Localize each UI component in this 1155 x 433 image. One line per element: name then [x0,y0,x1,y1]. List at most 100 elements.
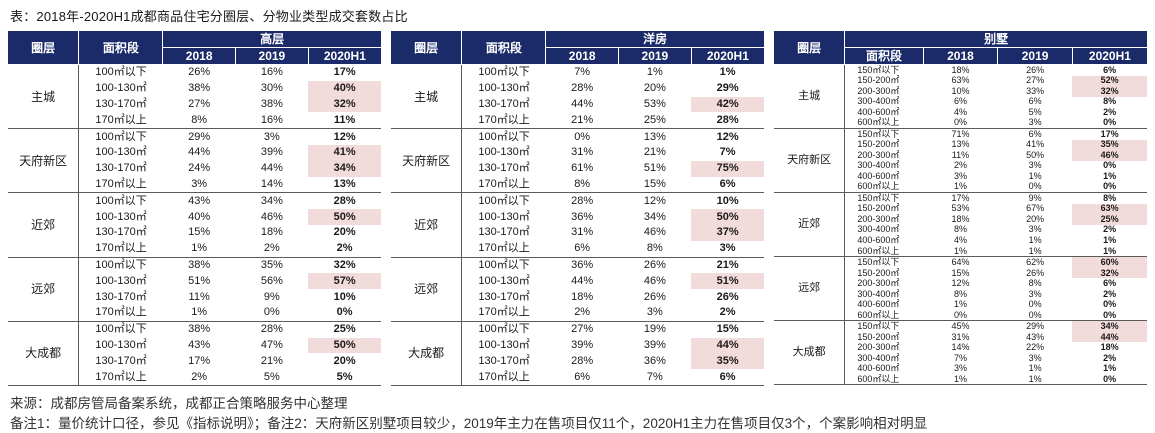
value-2018: 17% [163,353,236,369]
value-2018: 18% [923,214,998,225]
circle-label: 天府新区 [391,129,462,193]
value-2020h1: 0% [308,305,381,321]
area-segment: 100㎡以下 [462,193,546,209]
area-segment: 100㎡以下 [79,193,163,209]
value-2019: 5% [236,369,309,385]
circle-label: 远郊 [391,257,462,321]
value-2019: 33% [998,86,1073,97]
value-2020h1: 26% [691,289,764,305]
area-segment: 150-200㎡ [845,268,923,279]
circle-label: 远郊 [8,257,79,321]
value-2019: 36% [619,353,692,369]
area-segment: 300-400㎡ [845,353,923,364]
col-header-year: 2018 [546,48,619,65]
value-2019: 46% [236,209,309,225]
value-2018: 1% [923,374,998,385]
area-segment: 100㎡以下 [462,257,546,273]
col-header-year: 2018 [923,48,998,65]
value-2019: 25% [619,112,692,128]
value-2020h1: 20% [308,225,381,241]
value-2020h1: 1% [1072,363,1147,374]
circle-label: 近郊 [8,193,79,257]
value-2018: 0% [923,310,998,321]
figure-title: 表：2018年-2020H1成都商品住宅分圈层、分物业类型成交套数占比 [8,3,1147,31]
area-segment: 170㎡以上 [79,177,163,193]
value-2020h1: 28% [691,112,764,128]
value-2020h1: 0% [1072,161,1147,172]
value-2018: 38% [163,81,236,97]
value-2019: 47% [236,338,309,354]
area-segment: 300-400㎡ [845,161,923,172]
area-segment: 200-300㎡ [845,342,923,353]
value-2018: 6% [923,97,998,108]
area-segment: 100㎡以下 [462,129,546,145]
value-2020h1: 6% [1072,278,1147,289]
value-2019: 46% [619,273,692,289]
area-segment: 170㎡以上 [462,112,546,128]
value-2020h1: 1% [1072,246,1147,257]
area-segment: 300-400㎡ [845,97,923,108]
value-2018: 27% [546,321,619,337]
area-segment: 170㎡以上 [79,369,163,385]
area-segment: 150-200㎡ [845,204,923,215]
value-2018: 17% [923,193,998,204]
value-2018: 1% [163,305,236,321]
value-2020h1: 35% [1072,140,1147,151]
value-2020h1: 32% [308,257,381,273]
value-2020h1: 32% [308,97,381,113]
value-2019: 16% [236,65,309,81]
value-2019: 35% [236,257,309,273]
value-2020h1: 12% [691,129,764,145]
value-2020h1: 2% [1072,107,1147,118]
value-2019: 1% [619,65,692,81]
value-2019: 8% [619,241,692,257]
property-type-header: 洋房 [546,31,764,48]
value-2018: 27% [163,97,236,113]
value-2019: 46% [619,225,692,241]
value-2019: 0% [236,305,309,321]
circle-label: 天府新区 [774,129,845,193]
value-2019: 29% [998,321,1073,332]
value-2018: 1% [923,182,998,193]
value-2018: 8% [923,289,998,300]
value-2018: 36% [546,257,619,273]
value-2019: 30% [236,81,309,97]
value-2020h1: 28% [308,193,381,209]
area-segment: 600㎡以上 [845,182,923,193]
value-2019: 1% [998,246,1073,257]
value-2018: 53% [923,204,998,215]
value-2018: 4% [923,235,998,246]
area-segment: 100-130㎡ [79,145,163,161]
value-2020h1: 46% [1072,150,1147,161]
figure-footer: 来源：成都房管局备案系统，成都正合策略服务中心整理 备注1：量价统计口径，参见《… [8,386,1147,433]
area-segment: 200-300㎡ [845,278,923,289]
value-2018: 51% [163,273,236,289]
value-2019: 9% [998,193,1073,204]
value-2020h1: 37% [691,225,764,241]
value-2018: 44% [546,273,619,289]
value-2019: 27% [998,76,1073,87]
value-2018: 8% [163,112,236,128]
area-segment: 130-170㎡ [462,97,546,113]
value-2020h1: 1% [1072,171,1147,182]
value-2019: 26% [998,65,1073,76]
circle-label: 远郊 [774,257,845,321]
value-2019: 3% [998,118,1073,129]
value-2018: 36% [546,209,619,225]
value-2020h1: 25% [1072,214,1147,225]
value-2020h1: 21% [691,257,764,273]
value-2019: 21% [619,145,692,161]
value-2020h1: 13% [308,177,381,193]
col-header-year: 2020H1 [308,48,381,65]
value-2019: 13% [619,129,692,145]
area-segment: 400-600㎡ [845,299,923,310]
